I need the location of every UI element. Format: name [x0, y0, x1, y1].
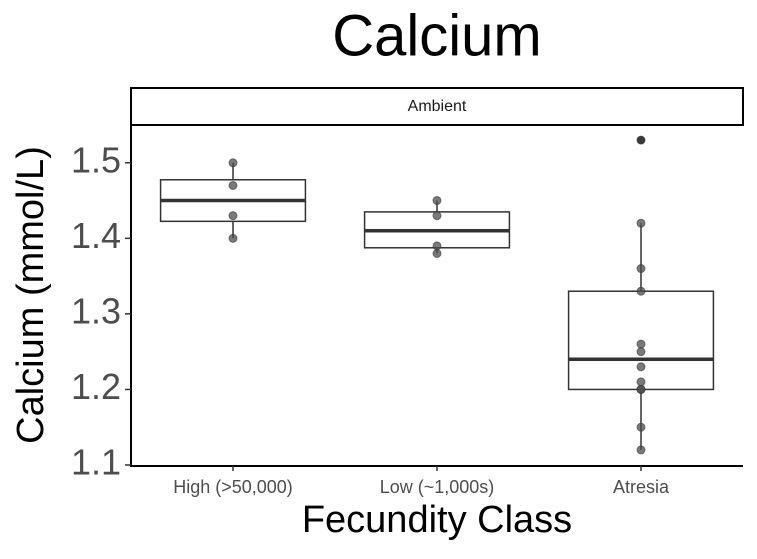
data-point: [228, 158, 238, 168]
data-point: [636, 135, 646, 145]
facet-strip: [130, 87, 744, 126]
y-tick-label: 1.1: [71, 442, 121, 483]
data-point: [228, 211, 238, 221]
data-point: [636, 347, 646, 357]
y-tick-label: 1.4: [71, 215, 121, 256]
data-point: [636, 339, 646, 349]
y-tick-label: 1.2: [71, 366, 121, 407]
x-tick-label: Low (~1,000s): [380, 477, 495, 497]
data-point: [636, 445, 646, 455]
data-point: [432, 196, 442, 206]
data-point: [636, 286, 646, 296]
data-point: [228, 180, 238, 190]
data-point: [432, 248, 442, 258]
chart-title: Calcium: [332, 3, 542, 68]
y-tick-label: 1.3: [71, 290, 121, 331]
x-axis-title: Fecundity Class: [302, 499, 572, 541]
facet-label: Ambient: [408, 98, 467, 115]
y-axis-title: Calcium (mmol/L): [10, 146, 52, 444]
data-point: [636, 377, 646, 387]
y-tick-label: 1.5: [71, 139, 121, 180]
data-point: [636, 218, 646, 228]
data-point: [636, 384, 646, 394]
data-point: [432, 211, 442, 221]
x-tick-label: Atresia: [613, 477, 670, 497]
x-tick-label: High (>50,000): [173, 477, 293, 497]
data-point: [228, 233, 238, 243]
data-point: [432, 241, 442, 251]
data-point: [636, 422, 646, 432]
data-point: [636, 362, 646, 372]
data-point: [636, 264, 646, 274]
